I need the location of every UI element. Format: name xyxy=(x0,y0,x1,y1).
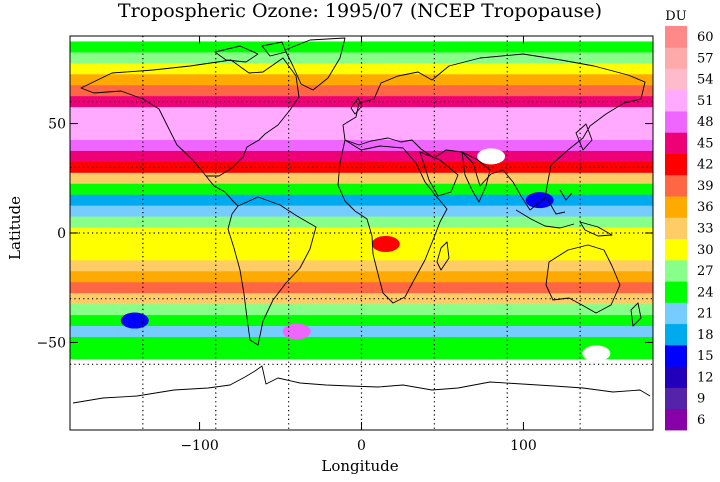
plot-area xyxy=(69,35,654,431)
colorbar-tick-label: 45 xyxy=(697,136,714,151)
y-axis-label: Latitude xyxy=(6,196,24,260)
colorbar-segment xyxy=(665,344,687,367)
y-tick-label: 0 xyxy=(57,226,66,242)
y-tick-label: 50 xyxy=(48,117,66,133)
coastline-greenland xyxy=(284,37,346,91)
colorbar-unit-label: DU xyxy=(665,9,686,24)
coastline-japan xyxy=(575,123,593,151)
ozone-band xyxy=(70,63,653,75)
colorbar-segment xyxy=(665,26,687,48)
colorbar-segment xyxy=(665,132,687,154)
ozone-band xyxy=(70,107,653,119)
colorbar-tick-label: 36 xyxy=(697,200,714,215)
ozone-band xyxy=(70,85,653,97)
ozone-region xyxy=(120,312,149,329)
ozone-band xyxy=(70,315,653,327)
colorbar-tick-label: 6 xyxy=(697,413,705,428)
colorbar-segment xyxy=(665,302,687,325)
x-axis-label: Longitude xyxy=(321,457,398,475)
coastlines xyxy=(72,37,651,404)
colorbar-segment xyxy=(665,366,687,388)
coastline-new-guinea xyxy=(579,221,613,237)
colorbar-tick-label: 33 xyxy=(697,222,714,237)
colorbar-tick-label: 12 xyxy=(697,370,714,385)
ozone-band xyxy=(70,150,653,163)
ozone-band xyxy=(70,216,653,229)
colorbar-tick-label: 39 xyxy=(697,179,714,194)
colorbar-tick-label: 24 xyxy=(697,285,714,300)
colorbar-segment xyxy=(665,217,687,240)
colorbar-segment xyxy=(665,387,687,410)
coastline-arctic-islands xyxy=(214,41,287,63)
colorbar-tick-label: 18 xyxy=(697,328,714,343)
ozone-band xyxy=(70,249,653,261)
coastline-australia xyxy=(545,244,621,314)
colorbar-segment xyxy=(665,47,687,69)
coastline-south-america xyxy=(227,196,317,346)
coastline-indonesia xyxy=(515,189,575,229)
coastline-arabia xyxy=(419,151,459,197)
colorbar-tick-label: 48 xyxy=(697,115,714,130)
colorbar-segment xyxy=(665,89,687,112)
ozone-band xyxy=(70,41,653,53)
colorbar-segment xyxy=(665,174,687,197)
x-tick-label: 100 xyxy=(510,438,537,454)
colorbar-tick-label: 21 xyxy=(697,307,714,322)
colorbar-segment xyxy=(665,281,687,303)
ozone-band xyxy=(70,336,653,349)
colorbar-tick-label: 15 xyxy=(697,349,714,364)
gridlines xyxy=(70,36,653,430)
coastline-antarctica xyxy=(72,365,651,404)
coastline-africa xyxy=(337,139,448,304)
coastline-india xyxy=(461,151,491,203)
colorbar-tick-label: 30 xyxy=(697,243,714,258)
colorbar-segment xyxy=(665,323,687,346)
ozone-region xyxy=(282,323,311,340)
ozone-band xyxy=(70,271,653,283)
ozone-region xyxy=(477,148,506,165)
coastline-madagascar xyxy=(436,241,450,271)
colorbar-segment xyxy=(665,408,687,431)
ozone-band xyxy=(70,139,653,152)
colorbar-segment xyxy=(665,68,687,91)
ozone-band xyxy=(70,129,653,141)
colorbar-tick-label: 57 xyxy=(697,51,714,66)
ozone-band xyxy=(70,183,653,196)
coastline-central-america xyxy=(205,175,239,207)
colorbar-segment xyxy=(665,196,687,218)
ozone-band xyxy=(70,194,653,207)
chart-title: Tropospheric Ozone: 1995/07 (NCEP Tropop… xyxy=(118,0,602,22)
colorbar-tick-label: 60 xyxy=(697,30,714,45)
colorbar-segment xyxy=(665,111,687,133)
axis-ticks xyxy=(70,36,653,430)
ozone-region xyxy=(371,235,400,252)
coastline-british-isles xyxy=(350,97,363,115)
ozone-band xyxy=(70,172,653,185)
colorbar-tick-label: 9 xyxy=(697,392,705,407)
colorbar-tick-label: 42 xyxy=(697,158,714,173)
x-tick-label: −100 xyxy=(180,438,218,454)
colorbar-tick-label: 54 xyxy=(697,73,714,88)
colorbar-segment xyxy=(665,153,687,176)
ozone-band xyxy=(70,238,653,250)
colorbar-segment xyxy=(665,238,687,261)
colorbar: DU 6 9 12 15 18 21 24 27 30 33 36 39 42 45 48 51 54 57 60 xyxy=(665,9,714,431)
coastline-new-zealand xyxy=(630,302,642,327)
ozone-band xyxy=(70,205,653,218)
x-tick-label: 0 xyxy=(357,438,366,454)
coastline-north-america xyxy=(80,57,300,177)
ozone-band xyxy=(70,260,653,272)
colorbar-tick-label: 51 xyxy=(697,94,714,109)
ozone-band xyxy=(70,118,653,130)
colorbar-segment xyxy=(665,259,687,282)
ozone-region xyxy=(582,345,611,362)
colorbar-tick-label: 27 xyxy=(697,264,714,279)
ozone-region xyxy=(525,192,554,209)
y-tick-label: −50 xyxy=(36,335,66,351)
